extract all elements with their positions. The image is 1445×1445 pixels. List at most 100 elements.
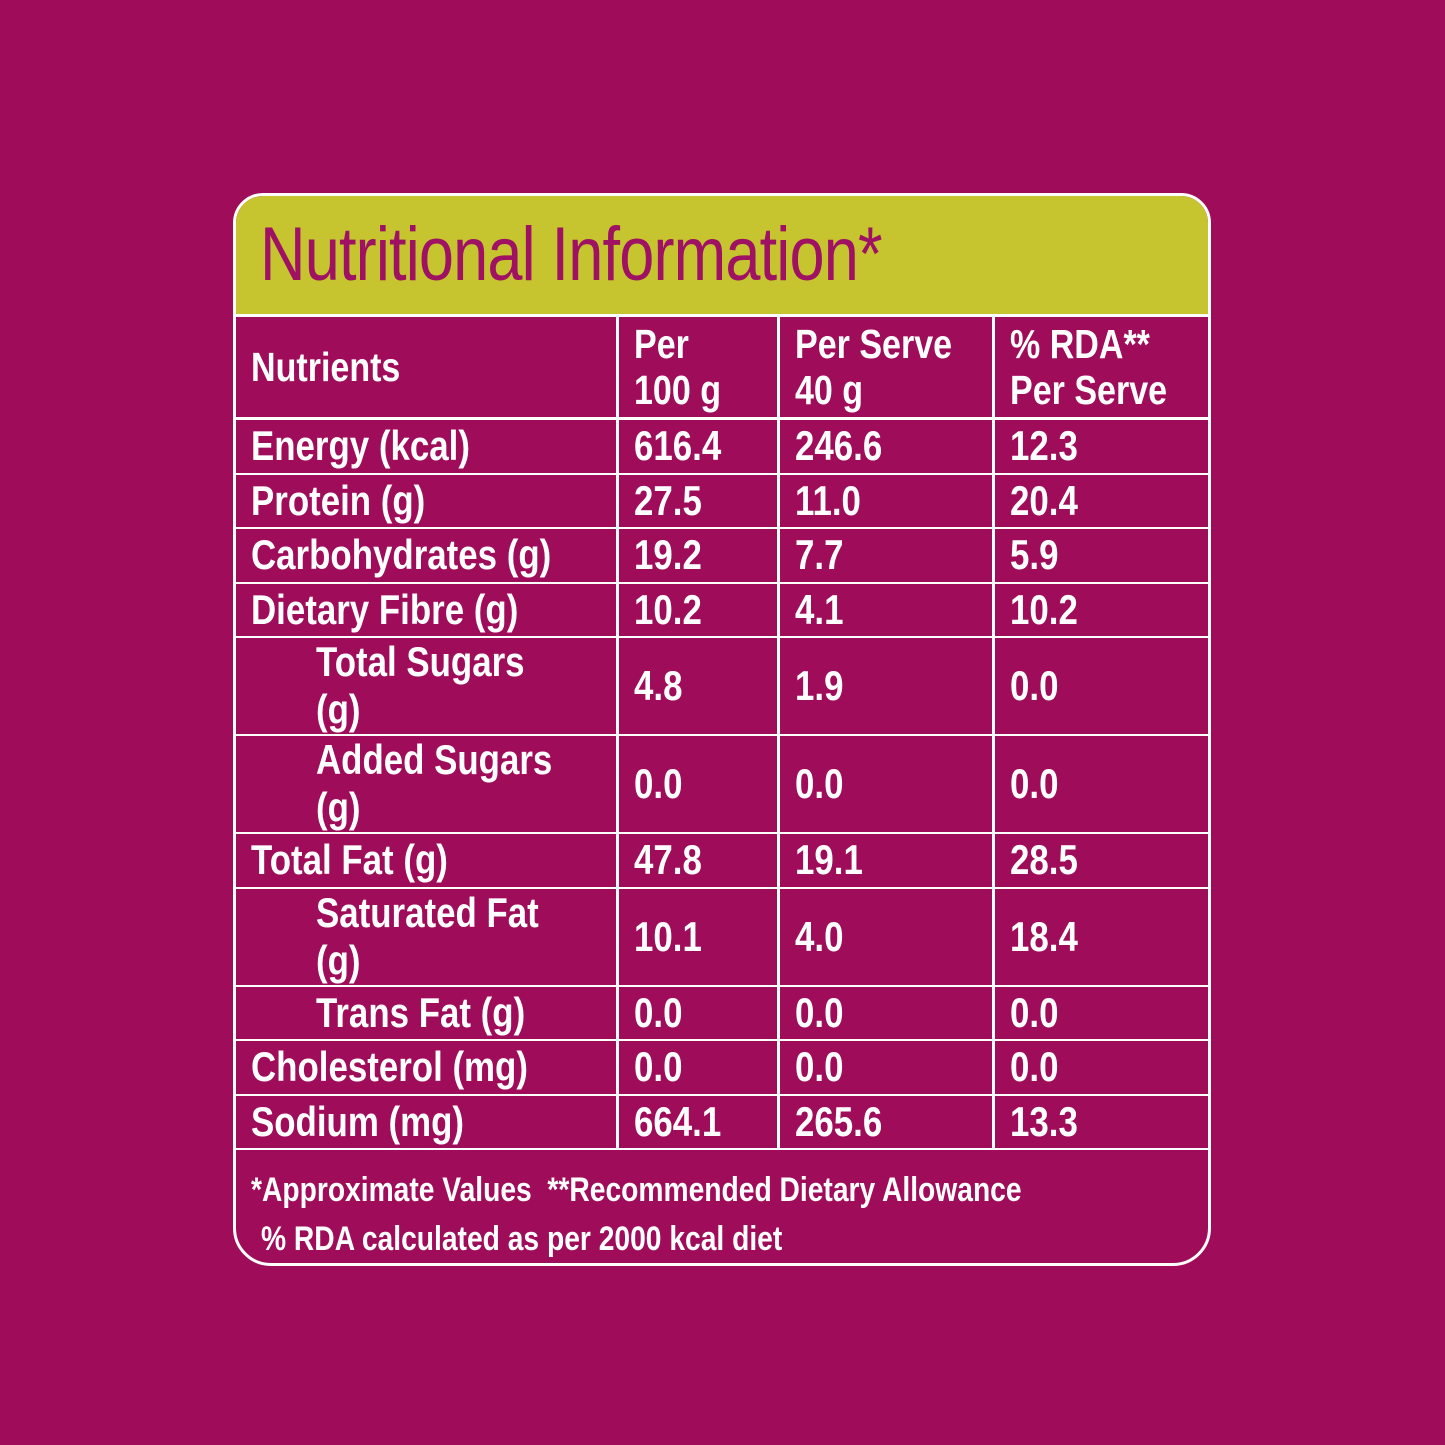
nutrient-label-text: Saturated Fat (g) — [316, 888, 539, 984]
nutrient-label: Trans Fat (g) — [236, 986, 619, 1039]
value-rda-per-serve: 0.0 — [995, 638, 1208, 734]
row-added-sugars: Added Sugars (g) 0.0 0.0 0.0 — [236, 736, 1208, 834]
value-text: 19.2 — [634, 531, 702, 579]
value-text: 664.1 — [634, 1097, 722, 1145]
value-text: 19.1 — [795, 836, 863, 884]
nutrient-label: Total Sugars (g) — [236, 638, 619, 734]
value-text: 246.6 — [795, 422, 883, 470]
nutrient-label: Carbohydrates (g) — [236, 529, 619, 582]
value-text: 13.3 — [1010, 1097, 1078, 1145]
value-text: 7.7 — [795, 531, 844, 579]
value-per-serve: 0.0 — [780, 986, 995, 1039]
nutrient-label: Sodium (mg) — [236, 1095, 619, 1148]
row-cholesterol: Cholesterol (mg) 0.0 0.0 0.0 — [236, 1041, 1208, 1096]
nutrient-label-text: Added Sugars (g) — [316, 736, 553, 831]
nutrient-label-text: Protein (g) — [251, 476, 426, 524]
value-text: 0.0 — [634, 1043, 683, 1091]
value-text: 10.1 — [634, 912, 702, 960]
row-dietary-fibre: Dietary Fibre (g) 10.2 4.1 10.2 — [236, 583, 1208, 638]
page-title: Nutritional Information* — [260, 212, 883, 297]
value-per-100g: 27.5 — [619, 474, 780, 527]
nutrient-label: Saturated Fat (g) — [236, 888, 619, 985]
value-per-100g: 19.2 — [619, 529, 780, 582]
value-per-100g: 664.1 — [619, 1095, 780, 1148]
value-text: 10.2 — [1010, 585, 1078, 633]
value-text: 4.0 — [795, 912, 844, 960]
value-text: 0.0 — [1010, 1043, 1059, 1091]
row-total-sugars: Total Sugars (g) 4.8 1.9 0.0 — [236, 638, 1208, 736]
value-per-serve: 265.6 — [780, 1095, 995, 1148]
value-text: 10.2 — [634, 585, 702, 633]
value-per-serve: 4.1 — [780, 583, 995, 636]
footnote-text: *Approximate Values **Recommended Dietar… — [251, 1171, 1022, 1209]
column-header-per-100g: Per 100 g — [619, 317, 780, 417]
value-rda-per-serve: 12.3 — [995, 420, 1208, 473]
column-header-per-serve: Per Serve 40 g — [780, 317, 995, 417]
nutrient-label: Dietary Fibre (g) — [236, 583, 619, 636]
nutrient-label-text: Sodium (mg) — [251, 1097, 465, 1145]
nutrient-label: Protein (g) — [236, 474, 619, 527]
value-per-serve: 0.0 — [780, 736, 995, 832]
value-text: 27.5 — [634, 476, 702, 524]
row-saturated-fat: Saturated Fat (g) 10.1 4.0 18.4 — [236, 888, 1208, 987]
column-header-label: Per 100 g — [634, 320, 722, 413]
value-rda-per-serve: 0.0 — [995, 1041, 1208, 1094]
column-header-rda-per-serve: % RDA** Per Serve — [995, 317, 1208, 417]
value-text: 5.9 — [1010, 531, 1059, 579]
value-per-serve: 19.1 — [780, 834, 995, 887]
value-rda-per-serve: 13.3 — [995, 1096, 1208, 1149]
value-text: 0.0 — [1010, 988, 1059, 1036]
row-trans-fat: Trans Fat (g) 0.0 0.0 0.0 — [236, 986, 1208, 1041]
nutrient-label: Added Sugars (g) — [236, 736, 619, 832]
value-text: 265.6 — [795, 1097, 883, 1145]
value-rda-per-serve: 18.4 — [995, 889, 1208, 985]
value-text: 0.0 — [795, 988, 844, 1036]
nutrient-label: Total Fat (g) — [236, 834, 619, 887]
row-total-fat: Total Fat (g) 47.8 19.1 28.5 — [236, 834, 1208, 889]
value-text: 28.5 — [1010, 836, 1078, 884]
value-text: 1.9 — [795, 662, 844, 709]
value-per-serve: 11.0 — [780, 474, 995, 527]
value-text: 0.0 — [1010, 760, 1059, 807]
value-text: 616.4 — [634, 422, 722, 470]
value-text: 18.4 — [1010, 912, 1078, 960]
table-body: Energy (kcal) 616.4 246.6 12.3 Protein (… — [236, 420, 1208, 1150]
value-per-100g: 10.2 — [619, 583, 780, 636]
value-text: 0.0 — [795, 760, 844, 807]
title-band: Nutritional Information* — [236, 196, 1208, 317]
column-header-nutrients: Nutrients — [236, 317, 619, 417]
footnotes: *Approximate Values **Recommended Dietar… — [236, 1150, 1208, 1263]
nutrient-label-text: Energy (kcal) — [251, 422, 470, 470]
value-text: 20.4 — [1010, 476, 1078, 524]
value-per-100g: 4.8 — [619, 638, 780, 734]
value-text: 0.0 — [634, 988, 683, 1036]
nutrient-label-text: Total Sugars (g) — [316, 638, 525, 733]
footnote-text: % RDA calculated as per 2000 kcal diet — [261, 1220, 783, 1259]
value-text: 47.8 — [634, 836, 702, 884]
table-header-row: Nutrients Per 100 g Per Serve 40 g % RDA… — [236, 317, 1208, 420]
nutrient-label-text: Total Fat (g) — [251, 836, 448, 884]
value-rda-per-serve: 0.0 — [995, 987, 1208, 1040]
row-carbohydrates: Carbohydrates (g) 19.2 7.7 5.9 — [236, 529, 1208, 584]
nutrient-label-text: Cholesterol (mg) — [251, 1043, 528, 1091]
nutrient-label-text: Trans Fat (g) — [316, 988, 526, 1036]
column-header-label: Per Serve 40 g — [795, 320, 953, 413]
row-sodium: Sodium (mg) 664.1 265.6 13.3 — [236, 1095, 1208, 1150]
value-per-serve: 4.0 — [780, 888, 995, 985]
row-protein: Protein (g) 27.5 11.0 20.4 — [236, 474, 1208, 529]
value-per-serve: 246.6 — [780, 420, 995, 473]
nutrient-label: Cholesterol (mg) — [236, 1041, 619, 1094]
footnote-rda-basis: % RDA calculated as per 2000 kcal diet — [261, 1215, 1188, 1263]
nutrition-panel: Nutritional Information* Nutrients Per 1… — [233, 193, 1211, 1266]
value-text: 0.0 — [1010, 662, 1059, 709]
value-text: 12.3 — [1010, 422, 1078, 470]
value-per-100g: 0.0 — [619, 736, 780, 832]
value-per-100g: 616.4 — [619, 420, 780, 473]
value-rda-per-serve: 10.2 — [995, 584, 1208, 637]
value-per-100g: 47.8 — [619, 834, 780, 887]
column-header-label: % RDA** Per Serve — [1010, 320, 1168, 413]
value-text: 0.0 — [634, 760, 683, 807]
value-per-serve: 7.7 — [780, 529, 995, 582]
row-energy: Energy (kcal) 616.4 246.6 12.3 — [236, 420, 1208, 475]
